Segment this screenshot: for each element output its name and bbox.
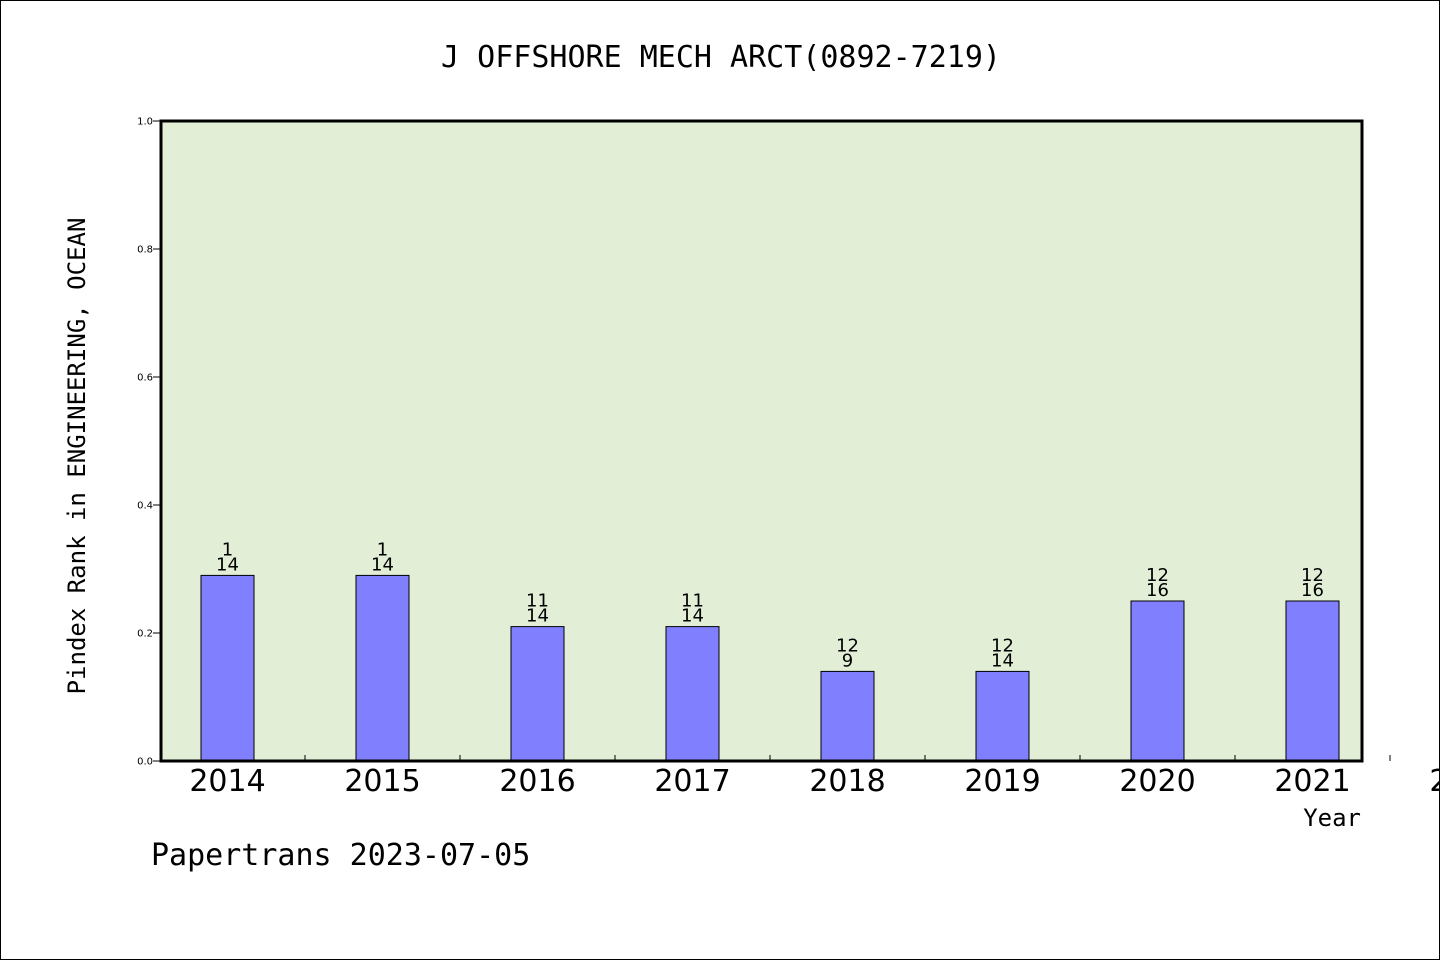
y-tick-label: 0.6 bbox=[137, 373, 153, 384]
bar-label-top: 12 bbox=[1146, 565, 1169, 586]
bar-label-top: 1 bbox=[377, 539, 388, 560]
bar bbox=[200, 574, 255, 762]
bar-label-bottom: 16 bbox=[1146, 580, 1169, 601]
plot-border bbox=[159, 119, 1364, 763]
bar bbox=[1130, 600, 1185, 762]
y-tick-label: 0.8 bbox=[137, 245, 153, 256]
bar-label-bottom: 9 bbox=[842, 650, 853, 671]
x-tick-label: 2020 bbox=[1119, 764, 1195, 799]
credit-text: Papertrans 2023-07-05 bbox=[151, 838, 530, 873]
bar-labels-group: 11411411141114129121412161216116 bbox=[216, 539, 1324, 671]
y-axis-label: Pindex Rank in ENGINEERING, OCEAN bbox=[63, 218, 91, 695]
bar-label-bottom: 14 bbox=[991, 650, 1014, 671]
bar-label-top: 1 bbox=[222, 539, 233, 560]
bars-group bbox=[200, 574, 1340, 762]
bar-label-top: 11 bbox=[526, 591, 549, 612]
x-axis: 2014 2015 2016 2017 2018 2019 2020 2021 2022 bbox=[189, 755, 1440, 799]
x-tick-label: 2014 bbox=[189, 764, 265, 799]
bar-label-bottom: 16 bbox=[1301, 580, 1324, 601]
x-tick-label: 2015 bbox=[344, 764, 420, 799]
x-tick-label: 2022 bbox=[1429, 764, 1440, 799]
x-axis-label: Year bbox=[1303, 804, 1361, 832]
x-tick-label: 2019 bbox=[964, 764, 1040, 799]
bar bbox=[820, 670, 875, 762]
x-tick-label: 2016 bbox=[499, 764, 575, 799]
bar-label-top: 12 bbox=[991, 635, 1014, 656]
bar-label-bottom: 14 bbox=[216, 554, 239, 575]
bar-label-bottom: 14 bbox=[526, 606, 549, 627]
bar-label-top: 12 bbox=[1301, 565, 1324, 586]
bar bbox=[510, 626, 565, 762]
bar bbox=[1285, 600, 1340, 762]
x-tick-label: 2018 bbox=[809, 764, 885, 799]
bar bbox=[665, 626, 720, 762]
bar-label-top: 12 bbox=[836, 635, 859, 656]
bar-label-bottom: 14 bbox=[681, 606, 704, 627]
chart-title: J OFFSHORE MECH ARCT(0892-7219) bbox=[441, 40, 1001, 75]
bar-label-bottom: 14 bbox=[371, 554, 394, 575]
y-tick-label: 0.2 bbox=[137, 629, 153, 640]
bar bbox=[355, 574, 410, 762]
bar-label-top: 11 bbox=[681, 591, 704, 612]
y-tick-label: 1.0 bbox=[137, 117, 153, 128]
x-tick-label: 2017 bbox=[654, 764, 730, 799]
x-tick-label: 2021 bbox=[1274, 764, 1350, 799]
y-tick-label: 0.4 bbox=[137, 501, 153, 512]
bar bbox=[975, 670, 1030, 762]
y-tick-label: 0.0 bbox=[137, 757, 153, 768]
y-axis: 0.0 0.2 0.4 0.6 0.8 1.0 bbox=[137, 117, 161, 768]
